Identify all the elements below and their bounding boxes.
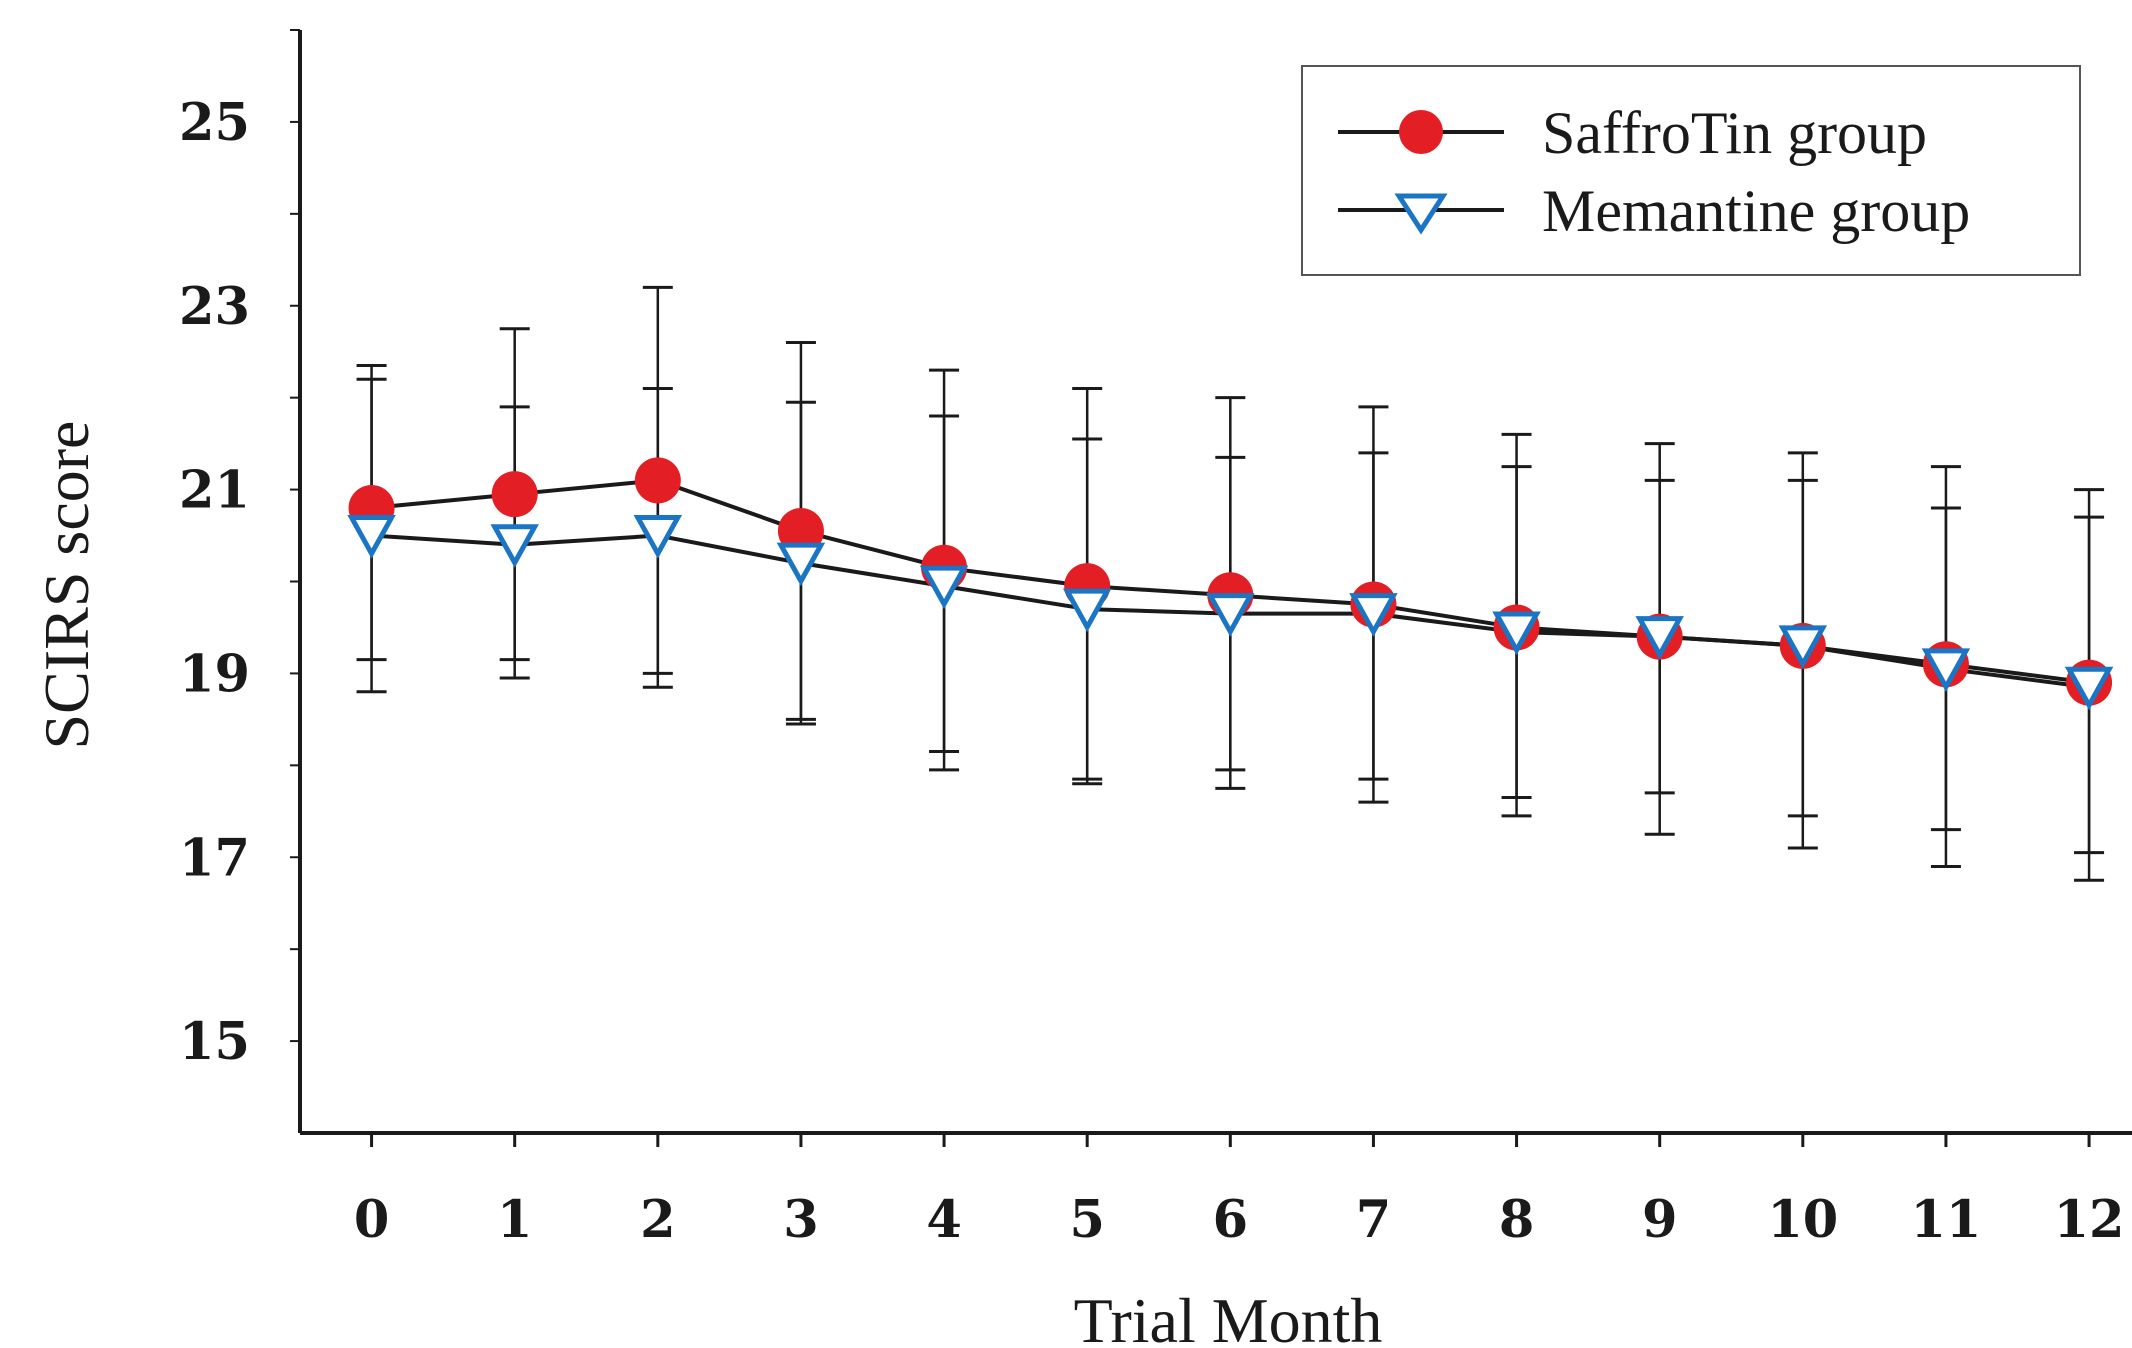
x-tick-label: 10 (1767, 1190, 1838, 1250)
data-point-memantine (776, 542, 826, 587)
x-axis-ticks: 0 1 2 3 4 5 6 7 8 9 10 11 12 (354, 1133, 2125, 1250)
y-tick-label: 15 (179, 1012, 250, 1072)
data-point-memantine (1206, 593, 1255, 637)
data-point-memantine (490, 524, 539, 568)
x-tick-label: 12 (2054, 1190, 2125, 1250)
legend-marker-memantine (1394, 193, 1448, 235)
y-tick-label: 25 (179, 93, 250, 153)
series-markers (347, 457, 2114, 711)
x-tick-label: 8 (1499, 1190, 1535, 1250)
x-tick-label: 2 (640, 1190, 676, 1250)
data-point-memantine (1062, 588, 1112, 633)
data-point-memantine (1778, 625, 1828, 669)
y-tick-label: 19 (179, 644, 250, 704)
data-point-memantine (1492, 611, 1541, 656)
data-point-memantine (347, 515, 396, 559)
x-tick-label: 11 (1910, 1190, 1981, 1250)
data-point-memantine (2064, 666, 2114, 711)
legend-label-saffrotin: SaffroTin group (1542, 100, 1927, 166)
y-axis-ticks: 15 17 19 21 23 25 (179, 29, 300, 1072)
x-tick-label: 6 (1213, 1190, 1249, 1250)
data-point-saffrotin (491, 471, 538, 518)
x-tick-label: 0 (354, 1190, 390, 1250)
data-point-memantine (919, 565, 969, 610)
y-tick-label: 21 (179, 461, 250, 521)
data-point-memantine (633, 515, 683, 559)
legend-label-memantine: Memantine group (1542, 178, 1970, 244)
data-point-memantine (1349, 593, 1398, 637)
legend-marker-saffrotin (1399, 110, 1443, 154)
x-axis-title: Trial Month (1074, 1285, 1383, 1348)
legend: SaffroTin group Memantine group (1301, 65, 2081, 276)
x-tick-label: 4 (926, 1190, 962, 1250)
x-tick-label: 3 (783, 1190, 819, 1250)
data-point-saffrotin (777, 507, 824, 554)
y-tick-label: 23 (179, 277, 250, 337)
data-point-memantine (1635, 616, 1684, 660)
x-tick-label: 5 (1069, 1190, 1105, 1250)
x-tick-label: 1 (497, 1190, 533, 1250)
y-tick-label: 17 (179, 828, 250, 888)
data-point-saffrotin (634, 457, 681, 504)
x-tick-label: 9 (1642, 1190, 1678, 1250)
data-point-memantine (1921, 648, 1971, 692)
legend-box (1301, 65, 2081, 276)
y-axis-title: SCIRS score (31, 421, 102, 750)
x-tick-label: 7 (1356, 1190, 1392, 1250)
